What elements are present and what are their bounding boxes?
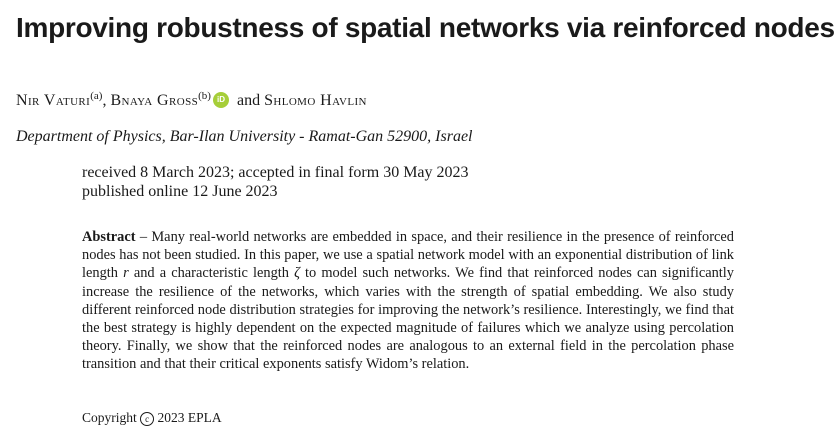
author-separator: and	[232, 92, 265, 109]
affiliation: Department of Physics, Bar-Ilan Universi…	[16, 128, 473, 145]
copyright-year-org: 2023 EPLA	[157, 410, 222, 425]
abstract-dash: –	[135, 229, 152, 245]
paper-title: Improving robustness of spatial networks…	[16, 12, 835, 43]
received-accepted-date: received 8 March 2023; accepted in final…	[82, 164, 469, 181]
author-name[interactable]: Nir Vaturi	[16, 92, 91, 109]
abstract-text: to model such networks. We find that rei…	[82, 265, 734, 373]
abstract: Abstract – Many real-world networks are …	[82, 228, 734, 374]
symbol-r: r	[123, 265, 129, 282]
publication-dates: received 8 March 2023; accepted in final…	[82, 163, 469, 201]
author-affiliation-mark: (b)	[198, 90, 211, 102]
published-date: published online 12 June 2023	[82, 183, 278, 200]
author-list: Nir Vaturi(a), Bnaya Gross(b) iD and Shlo…	[16, 90, 367, 110]
author-name[interactable]: Bnaya Gross	[110, 92, 199, 109]
abstract-text: and a characteristic length	[128, 265, 295, 282]
symbol-zeta: ζ	[294, 265, 300, 282]
orcid-icon[interactable]: iD	[212, 92, 229, 108]
copyright-icon: c	[140, 412, 155, 426]
copyright-prefix: Copyright	[82, 410, 137, 425]
author-separator: ,	[102, 92, 111, 109]
abstract-text: Many real-world networks are embedded in…	[82, 229, 735, 282]
abstract-label: Abstract	[82, 229, 136, 245]
author-affiliation-mark: (a)	[90, 90, 103, 102]
author-name[interactable]: Shlomo Havlin	[264, 92, 367, 109]
copyright-notice: Copyright c 2023 EPLA	[82, 410, 222, 426]
